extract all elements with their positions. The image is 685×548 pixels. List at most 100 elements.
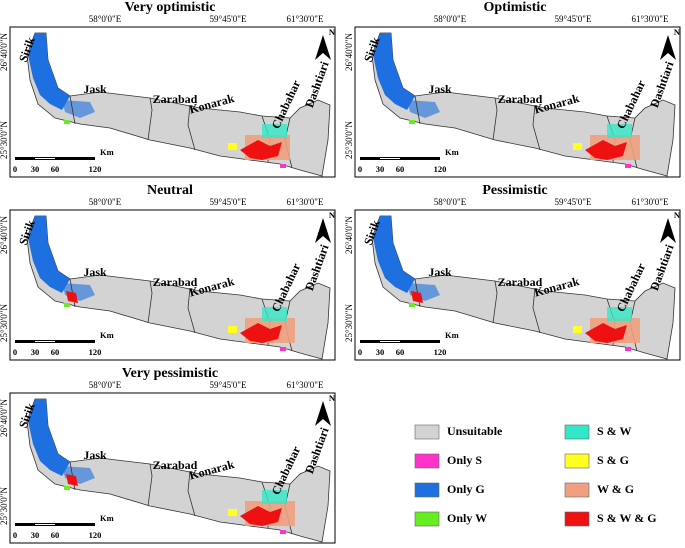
lon-label: 58°0'0"E: [434, 14, 467, 24]
legend-swatch: [414, 511, 440, 527]
only-g-area: [407, 100, 440, 118]
only-s-area: [625, 164, 631, 168]
north-arrow: [315, 35, 331, 60]
region-label: Jask: [428, 82, 452, 96]
legend-label: Unsuitable: [447, 424, 503, 438]
map-panel: Neutral 58°0'0"E 59°45'0"E 61°30'0"E 26°40'0…: [0, 183, 336, 361]
scale-label: 30: [31, 530, 40, 540]
only-w-area: [64, 486, 70, 490]
region-label: Dashtiari: [647, 242, 677, 293]
scale-label: 0: [13, 164, 17, 174]
scale-bar-gap: [35, 158, 55, 159]
legend-label: Only G: [447, 482, 485, 496]
lon-label: 61°30'0"E: [287, 380, 324, 390]
scale-label: 30: [376, 347, 385, 357]
s-w-area: [607, 124, 632, 138]
district-border: [532, 287, 541, 334]
scale-bar-gap: [35, 524, 55, 525]
swg-area: [585, 140, 627, 160]
scale-label: 120: [89, 347, 102, 357]
lon-label: 58°0'0"E: [89, 380, 122, 390]
scale-label: 0: [358, 164, 362, 174]
scale-label: 0: [13, 347, 17, 357]
lat-label: 25°30'0"N: [344, 121, 354, 159]
north-label: N: [329, 393, 336, 403]
region-label: Zarabad: [498, 275, 543, 289]
region-label: Dashtiari: [302, 425, 332, 476]
district-border: [147, 463, 153, 507]
lon-label: 59°45'0"E: [210, 14, 247, 24]
only-w-area: [64, 303, 70, 307]
legend-label: W & G: [597, 482, 634, 496]
legend-swatch: [564, 424, 590, 440]
scale-label: 60: [51, 530, 60, 540]
lon-label: 58°0'0"E: [434, 197, 467, 207]
scale-label: 60: [51, 164, 60, 174]
panel-title: Optimistic: [484, 0, 547, 15]
legend-swatch: [564, 482, 590, 498]
district-border: [187, 104, 196, 151]
north-label: N: [329, 210, 336, 220]
legend-label: Only W: [447, 511, 487, 525]
scale-label: 30: [31, 347, 40, 357]
lon-label: 61°30'0"E: [287, 14, 324, 24]
lon-label: 61°30'0"E: [632, 14, 669, 24]
only-s-area: [280, 164, 286, 168]
s-g-area: [228, 143, 237, 150]
only-w-area: [409, 120, 415, 124]
lat-label: 25°30'0"N: [0, 304, 9, 342]
scale-label: 0: [358, 347, 362, 357]
lon-label: 61°30'0"E: [287, 197, 324, 207]
s-g-area: [228, 326, 237, 333]
scale-label: 60: [396, 347, 405, 357]
scale-unit: Km: [445, 147, 459, 157]
region-label: Jask: [83, 82, 107, 96]
legend-swatch: [564, 511, 590, 527]
region-label: Jask: [428, 265, 452, 279]
north-label: N: [329, 27, 336, 37]
swg-area: [240, 506, 282, 526]
s-w-area: [262, 490, 287, 504]
map-frame: [354, 26, 681, 178]
lat-label: 26°40'0"N: [344, 216, 354, 254]
legend-swatch: [414, 453, 440, 469]
scale-label: 60: [51, 347, 60, 357]
north-arrow: [660, 35, 676, 60]
lat-label: 25°30'0"N: [0, 487, 9, 525]
region-label: Zarabad: [153, 458, 198, 472]
scale-bar-gap: [380, 158, 400, 159]
only-g-area: [28, 33, 70, 110]
scale-label: 120: [434, 347, 447, 357]
north-arrow: [315, 401, 331, 426]
north-label: N: [674, 210, 681, 220]
lon-label: 59°45'0"E: [555, 14, 592, 24]
swg-area: [585, 323, 627, 343]
only-s-area: [280, 530, 286, 534]
region-label: Dashtiari: [302, 59, 332, 110]
lat-label: 26°40'0"N: [0, 399, 9, 437]
district-border: [187, 287, 196, 334]
s-w-area: [262, 307, 287, 321]
district-border: [414, 95, 421, 125]
swg-area: [240, 323, 282, 343]
scale-label: 120: [89, 530, 102, 540]
region-label: Zarabad: [498, 92, 543, 106]
scale-label: 30: [31, 164, 40, 174]
lon-label: 59°45'0"E: [210, 197, 247, 207]
scale-label: 30: [376, 164, 385, 174]
lat-label: 26°40'0"N: [0, 33, 9, 71]
north-arrow: [660, 218, 676, 243]
map-panel: Pessimistic 58°0'0"E 59°45'0"E 61°30'0"E 26°…: [344, 183, 681, 361]
scale-label: 60: [396, 164, 405, 174]
legend-swatch: [564, 453, 590, 469]
region-label: Jask: [83, 448, 107, 462]
only-g-area: [28, 216, 70, 293]
only-g-area: [28, 399, 70, 476]
scale-unit: Km: [100, 147, 114, 157]
legend-label: S & W: [597, 424, 631, 438]
region-label: Zarabad: [153, 92, 198, 106]
only-g-area: [373, 216, 415, 293]
panel-title: Very optimistic: [125, 0, 216, 15]
north-label: N: [674, 27, 681, 37]
